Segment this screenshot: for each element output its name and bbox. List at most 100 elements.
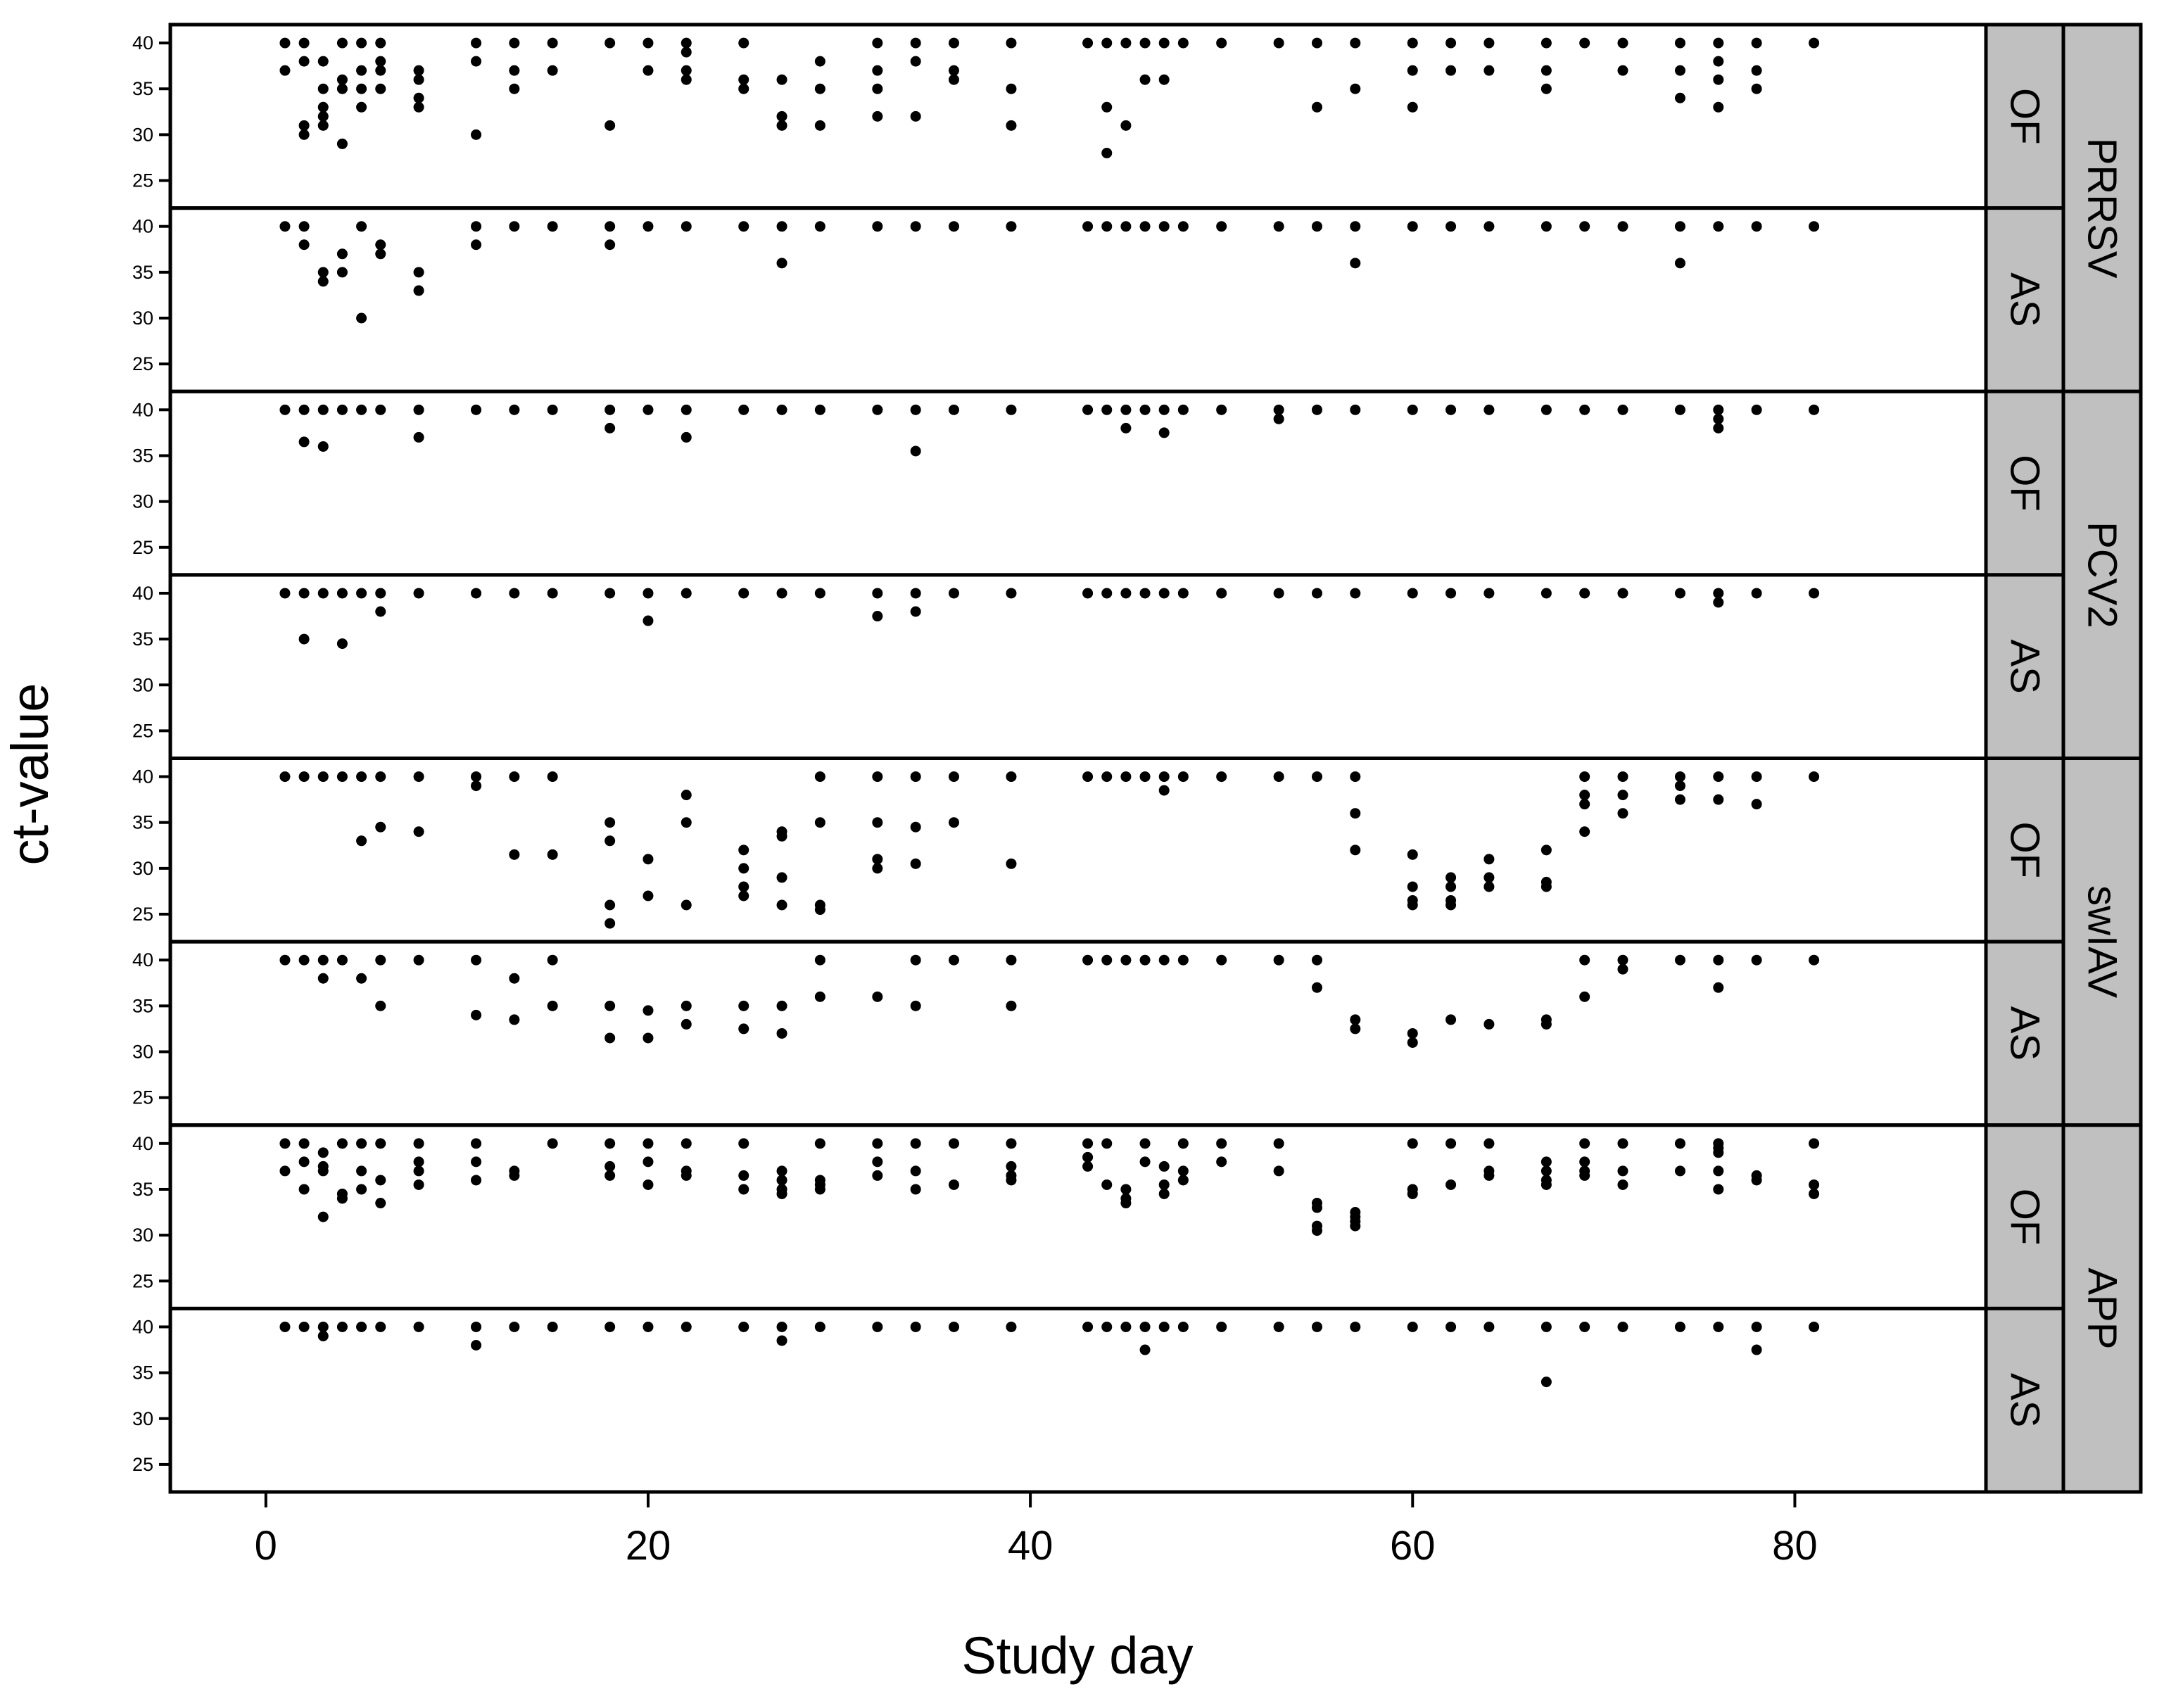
data-point — [872, 588, 883, 599]
group-strip-box — [2061, 1123, 2143, 1494]
data-point — [413, 65, 424, 76]
data-point — [471, 1138, 482, 1149]
data-point — [643, 404, 654, 415]
data-point — [1809, 221, 1820, 232]
data-point — [471, 239, 482, 251]
data-point — [1006, 1321, 1017, 1332]
data-point — [356, 65, 367, 76]
data-point — [1177, 954, 1189, 966]
data-point — [643, 1321, 654, 1332]
data-point — [279, 37, 291, 49]
data-point — [910, 221, 921, 232]
data-point — [1483, 65, 1495, 76]
data-point — [375, 954, 386, 966]
data-point — [605, 1321, 616, 1332]
data-point — [948, 588, 959, 599]
data-point — [872, 221, 883, 232]
data-point — [413, 771, 424, 783]
data-point — [1139, 1156, 1151, 1168]
data-point — [471, 56, 482, 67]
data-point — [1120, 771, 1132, 783]
data-point — [471, 954, 482, 966]
panel-frame — [168, 23, 1988, 210]
data-point — [1713, 1165, 1724, 1177]
data-point — [948, 404, 959, 415]
y-tick-label: 30 — [132, 674, 153, 695]
data-point — [413, 1156, 424, 1168]
data-point — [1139, 1344, 1151, 1355]
y-tick-label: 25 — [132, 170, 153, 191]
data-point — [1407, 37, 1418, 49]
data-point — [336, 1321, 348, 1332]
data-point — [1158, 37, 1170, 49]
data-point — [814, 904, 825, 916]
data-point — [1407, 849, 1418, 860]
data-point — [298, 436, 310, 448]
data-point — [948, 1179, 959, 1190]
data-point — [1713, 1184, 1724, 1195]
data-point — [1082, 37, 1094, 49]
data-point — [948, 65, 959, 76]
strip-label: AS — [2002, 272, 2048, 327]
data-point — [1158, 1179, 1170, 1190]
data-point — [413, 431, 424, 443]
data-point — [1158, 1188, 1170, 1199]
y-tick-label: 35 — [132, 78, 153, 99]
data-point — [738, 74, 749, 85]
y-tick-label: 35 — [132, 1362, 153, 1384]
data-point — [547, 1321, 558, 1332]
data-point — [471, 771, 482, 783]
data-point — [1120, 1321, 1132, 1332]
data-point — [738, 1184, 749, 1195]
data-point — [298, 633, 310, 645]
data-point — [814, 991, 825, 1002]
data-point — [1350, 1220, 1361, 1232]
data-point — [643, 221, 654, 232]
data-point — [643, 615, 654, 626]
data-point — [776, 221, 787, 232]
data-point — [605, 422, 616, 434]
data-point — [814, 120, 825, 131]
data-point — [1101, 37, 1113, 49]
group-strip-label: PRRSV — [2080, 138, 2125, 279]
data-point — [1617, 37, 1628, 49]
data-point — [1579, 771, 1590, 783]
data-point — [1120, 1198, 1132, 1209]
data-point — [643, 1179, 654, 1190]
data-point — [356, 1138, 367, 1149]
data-point — [1216, 1156, 1227, 1168]
strip-label: OF — [2002, 88, 2048, 145]
data-points-layer — [279, 37, 1820, 1388]
data-point — [317, 110, 329, 122]
data-point — [1445, 872, 1457, 883]
data-point — [872, 1156, 883, 1168]
data-point — [1713, 404, 1724, 415]
data-point — [1120, 588, 1132, 599]
data-point — [375, 1138, 386, 1149]
data-point — [872, 991, 883, 1002]
data-point — [356, 588, 367, 599]
data-point — [872, 1321, 883, 1332]
data-point — [776, 1000, 787, 1011]
data-point — [1158, 1321, 1170, 1332]
data-point — [1713, 37, 1724, 49]
data-point — [1713, 56, 1724, 67]
data-point — [509, 1170, 520, 1181]
data-point — [1177, 1321, 1189, 1332]
data-point — [1713, 413, 1724, 424]
data-point — [776, 899, 787, 911]
data-point — [814, 404, 825, 415]
data-point — [317, 588, 329, 599]
y-tick-label: 35 — [132, 262, 153, 283]
x-tick-label: 20 — [626, 1523, 671, 1569]
data-point — [1350, 258, 1361, 269]
data-point — [1713, 101, 1724, 113]
data-point — [1177, 37, 1189, 49]
data-point — [336, 74, 348, 85]
data-point — [643, 854, 654, 865]
data-point — [1082, 1138, 1094, 1149]
data-point — [738, 1000, 749, 1011]
data-point — [1158, 771, 1170, 783]
data-point — [738, 1321, 749, 1332]
data-point — [1674, 92, 1685, 103]
